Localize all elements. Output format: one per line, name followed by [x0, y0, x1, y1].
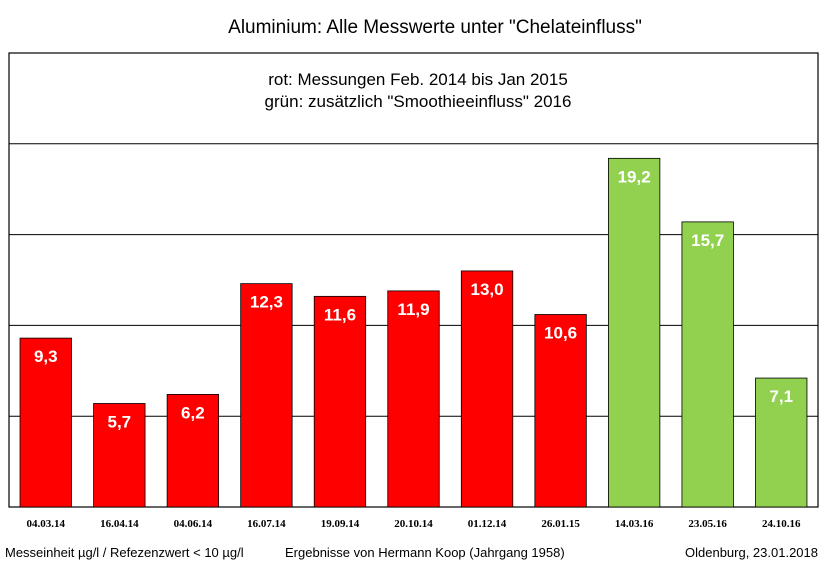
- bar-01.12.14: [460, 270, 514, 508]
- value-label-16.04.14: 5,7: [107, 412, 131, 431]
- bar-14.03.16: [607, 157, 661, 508]
- bar-23.05.16: [681, 221, 734, 508]
- value-label-04.06.14: 6,2: [181, 403, 205, 422]
- bar-04.03.14: [19, 337, 72, 508]
- chart-title: Aluminium: Alle Messwerte unter "Chelate…: [228, 17, 642, 38]
- x-tick-24.10.16: 24.10.16: [762, 518, 801, 530]
- x-tick-04.03.14: 04.03.14: [27, 518, 66, 530]
- bar-26.01.15: [534, 314, 587, 508]
- bar-24.10.16: [755, 377, 808, 508]
- footer-unit-note: Messeinheit µg/l / Refezenzwert < 10 µg/…: [5, 545, 244, 560]
- value-label-16.07.14: 12,3: [250, 293, 283, 312]
- value-label-24.10.16: 7,1: [769, 387, 793, 406]
- bar-20.10.14: [387, 290, 440, 508]
- x-tick-19.09.14: 19.09.14: [321, 518, 360, 530]
- subtitle-line-2: grün: zusätzlich "Smoothieeinfluss" 2016: [265, 92, 572, 111]
- x-tick-16.07.14: 16.07.14: [247, 518, 286, 530]
- x-tick-04.06.14: 04.06.14: [174, 518, 213, 530]
- value-label-23.05.16: 15,7: [691, 231, 724, 250]
- value-labels: 9,3 5,7 6,2 12,3 11,6 11,9 13,0 10,6 19,2 15,7 7,1: [34, 167, 793, 431]
- x-tick-23.05.16: 23.05.16: [688, 518, 727, 530]
- x-tick-20.10.14: 20.10.14: [394, 518, 433, 530]
- value-label-20.10.14: 11,9: [397, 300, 429, 319]
- footer-place-date: Oldenburg, 23.01.2018: [685, 545, 818, 560]
- subtitle-line-1: rot: Messungen Feb. 2014 bis Jan 2015: [268, 70, 568, 89]
- footer-author-note: Ergebnisse von Hermann Koop (Jahrgang 19…: [285, 545, 565, 560]
- bar-16.07.14: [240, 283, 293, 508]
- bar-chart: rot: Messungen Feb. 2014 bis Jan 2015 gr…: [8, 52, 819, 530]
- x-tick-26.01.15: 26.01.15: [541, 518, 580, 530]
- value-label-26.01.15: 10,6: [544, 324, 577, 343]
- x-tick-14.03.16: 14.03.16: [615, 518, 654, 530]
- value-label-04.03.14: 9,3: [34, 347, 58, 366]
- value-label-14.03.16: 19,2: [618, 167, 651, 186]
- x-tick-labels: 04.03.14 16.04.14 04.06.14 16.07.14 19.09.14…: [27, 518, 801, 530]
- x-tick-16.04.14: 16.04.14: [100, 518, 139, 530]
- bar-19.09.14: [313, 295, 367, 508]
- x-tick-01.12.14: 01.12.14: [468, 518, 507, 530]
- value-label-19.09.14: 11,6: [324, 305, 356, 324]
- value-label-01.12.14: 13,0: [470, 280, 503, 299]
- bars: [19, 157, 808, 508]
- bar-16.04.14: [93, 403, 146, 508]
- bar-04.06.14: [166, 394, 220, 508]
